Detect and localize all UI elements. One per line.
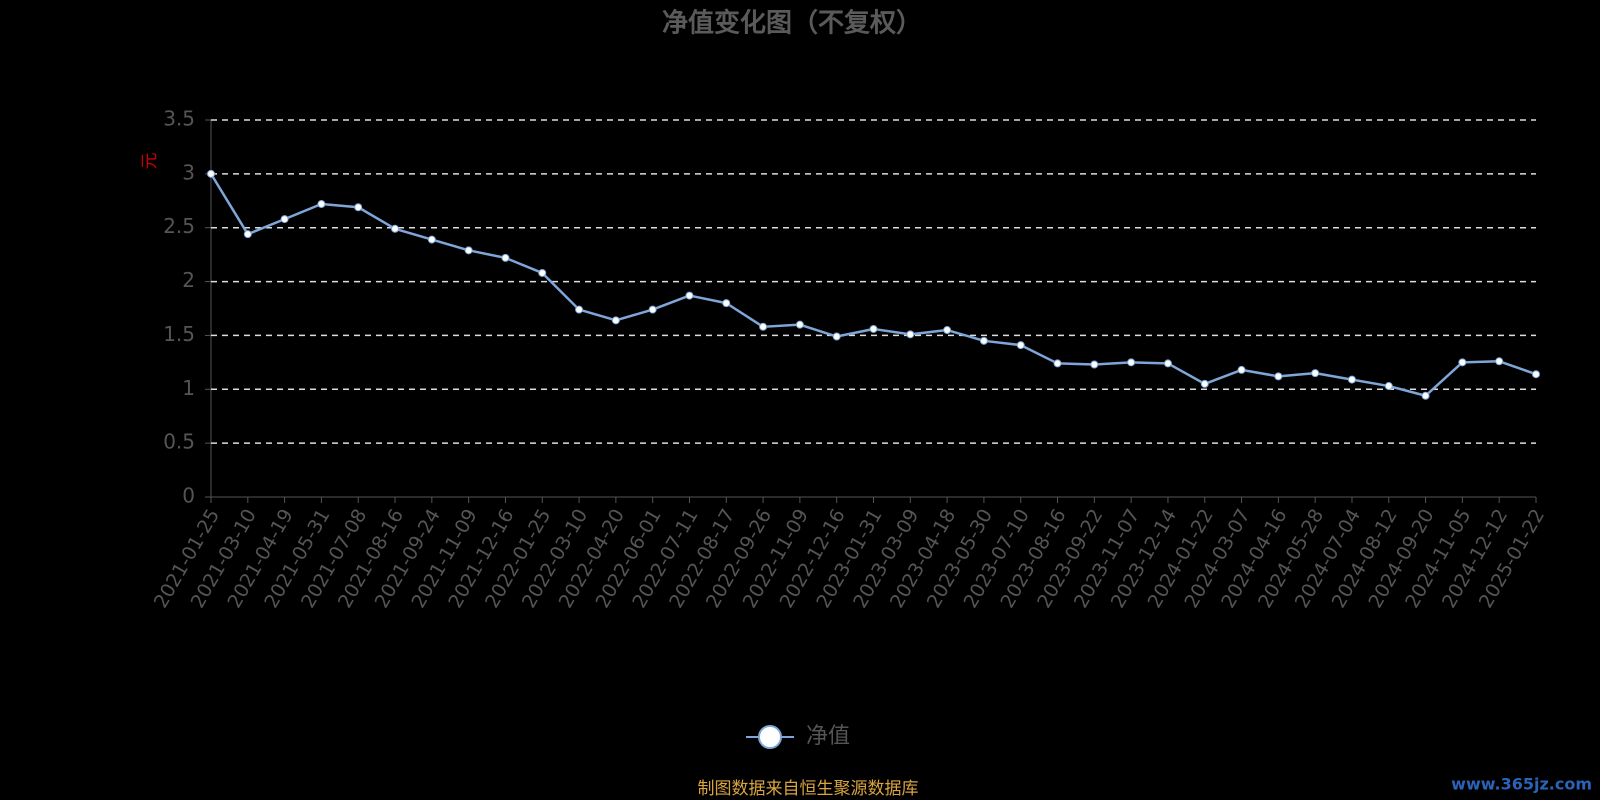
data-point: [1274, 372, 1283, 381]
data-point: [1090, 360, 1099, 369]
data-point: [1421, 391, 1430, 400]
data-point: [979, 336, 988, 345]
data-point: [759, 322, 768, 331]
data-point: [1053, 359, 1062, 368]
data-point: [427, 235, 436, 244]
data-point: [1347, 375, 1356, 384]
footer: 制图数据来自恒生聚源数据库: [698, 779, 919, 799]
y-axis-label: 元: [140, 153, 160, 170]
data-point: [1163, 359, 1172, 368]
data-point: [869, 324, 878, 333]
data-point: [1311, 369, 1320, 378]
y-tick-label: 2: [182, 268, 195, 292]
data-point: [1384, 382, 1393, 391]
y-tick-label: 1.5: [163, 322, 195, 346]
data-point: [354, 203, 363, 212]
data-point: [648, 305, 657, 314]
data-point: [575, 305, 584, 314]
data-point: [501, 253, 510, 262]
data-point: [685, 291, 694, 300]
data-point: [391, 224, 400, 233]
data-point: [538, 268, 547, 277]
data-point: [1127, 358, 1136, 367]
y-tick-label: 0: [182, 484, 195, 508]
data-point: [943, 326, 952, 335]
data-point: [1200, 379, 1209, 388]
data-point: [1016, 341, 1025, 350]
data-point: [906, 330, 915, 339]
y-tick-label: 2.5: [163, 214, 195, 238]
y-tick-label: 3.5: [163, 107, 195, 131]
data-point: [280, 215, 289, 224]
y-tick-label: 3: [182, 160, 195, 184]
data-point: [464, 246, 473, 255]
data-point: [832, 332, 841, 341]
data-point: [722, 299, 731, 308]
y-tick-label: 1: [182, 376, 195, 400]
data-point: [317, 200, 326, 209]
y-tick-label: 0.5: [163, 430, 195, 454]
data-point: [795, 320, 804, 329]
data-point: [1237, 365, 1246, 374]
data-point: [1458, 358, 1467, 367]
data-point: [1532, 370, 1540, 379]
data-point: [1495, 357, 1504, 366]
legend-marker: [758, 725, 782, 749]
data-point: [207, 169, 215, 178]
chart-title: 净值变化图（不复权）: [662, 8, 922, 39]
data-point: [611, 316, 620, 325]
data-point: [243, 230, 252, 239]
legend-label: 净值: [806, 724, 850, 749]
watermark: www.365jz.com: [1451, 775, 1592, 794]
